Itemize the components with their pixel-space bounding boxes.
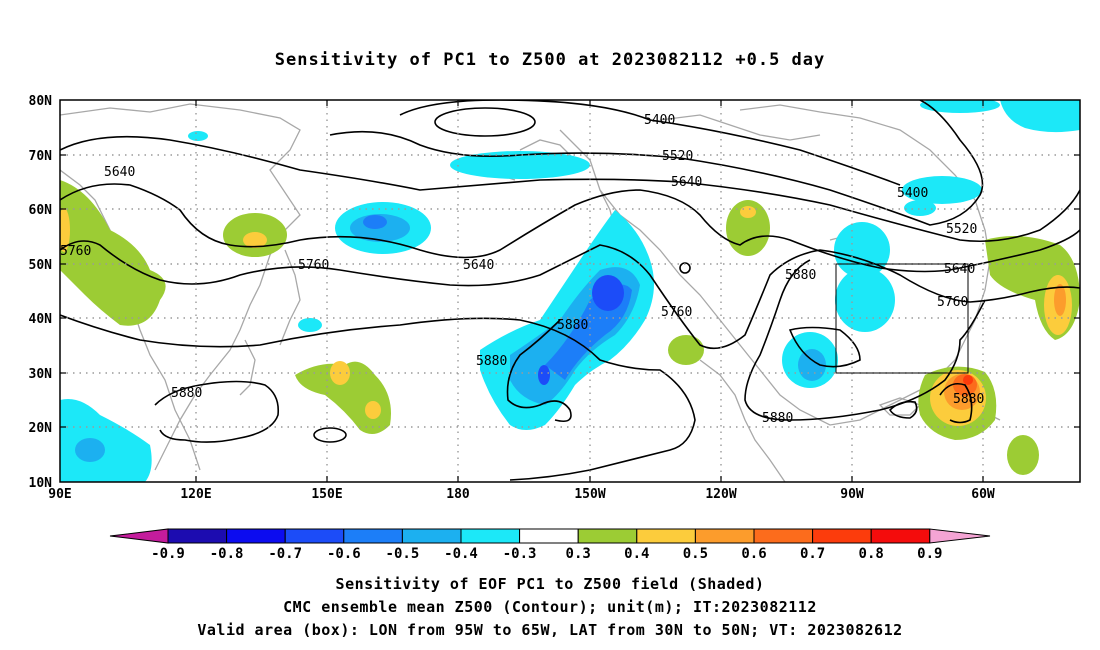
lon-labels: 90E 120E 150E 180 150W 120W 90W 60W [48, 487, 995, 502]
lat-label: 30N [29, 367, 53, 382]
colorbar-tick-label: -0.4 [444, 546, 478, 562]
map-border [59, 99, 1081, 483]
contour-label: 5760 [60, 244, 91, 259]
lon-label: 150E [311, 487, 342, 502]
lat-label: 80N [29, 94, 53, 109]
colorbar-tick-label: -0.7 [268, 546, 302, 562]
colorbar: -0.9 -0.8 -0.7 -0.6 -0.5 -0.4 -0.3 0.3 0.4 0.5 0.6… [109, 528, 991, 562]
contour-label: 5520 [946, 222, 977, 237]
contour-label-group: 5400 5400 5520 5520 5640 5640 5640 5640 … [60, 113, 984, 426]
map-title: Sensitivity of PC1 to Z500 at 2023082112… [274, 50, 826, 70]
lat-labels: 80N 70N 60N 50N 40N 30N 20N 10N [29, 94, 53, 491]
colorbar-tick-label: -0.9 [151, 546, 185, 562]
colorbar-tick-label: 0.5 [683, 546, 708, 562]
lat-label: 70N [29, 149, 53, 164]
colorbar-swatch [343, 528, 403, 544]
contour-label: 5880 [171, 386, 202, 401]
colorbar-left-arrow [109, 528, 169, 544]
lat-label: 20N [29, 421, 53, 436]
colorbar-swatch [694, 528, 755, 544]
map-content: 5400 5400 5520 5520 5640 5640 5640 5640 … [60, 100, 1080, 482]
colorbar-swatch [284, 528, 345, 544]
colorbar-tick-label: 0.6 [741, 546, 766, 562]
contour-label: 5400 [644, 113, 675, 128]
contour-label: 5880 [953, 392, 984, 407]
lon-label: 120E [180, 487, 211, 502]
contour-label: 5640 [104, 165, 135, 180]
lon-label: 120W [705, 487, 736, 502]
lon-label: 180 [446, 487, 470, 502]
contour-label: 5880 [557, 318, 588, 333]
colorbar-tick-label: 0.7 [800, 546, 825, 562]
valid-area-box [835, 263, 969, 374]
colorbar-swatch [519, 528, 579, 544]
colorbar-tick-label: 0.8 [859, 546, 884, 562]
colorbar-tick-label: 0.3 [566, 546, 591, 562]
colorbar-swatch [226, 528, 286, 544]
colorbar-swatch [167, 528, 228, 544]
colorbar-tick-label: -0.6 [327, 546, 361, 562]
colorbar-tick-label: -0.3 [503, 546, 537, 562]
contour-label: 5760 [661, 305, 692, 320]
colorbar-tick-label: 0.4 [624, 546, 649, 562]
lat-label: 40N [29, 312, 53, 327]
lon-label: 90E [48, 487, 71, 502]
lat-label: 10N [29, 476, 53, 491]
colorbar-swatch [812, 528, 872, 544]
contour-label: 5760 [298, 258, 329, 273]
contour-label: 5760 [937, 295, 968, 310]
contour-label: 5520 [662, 149, 693, 164]
caption-line-1: Sensitivity of EOF PC1 to Z500 field (Sh… [335, 575, 765, 593]
colorbar-swatch [753, 528, 814, 544]
contour-label: 5640 [463, 258, 494, 273]
contour-label: 5640 [671, 175, 702, 190]
colorbar-tick-label: -0.5 [386, 546, 420, 562]
contour-label: 5640 [944, 262, 975, 277]
caption-line-2: CMC ensemble mean Z500 (Contour); unit(m… [283, 598, 817, 616]
lon-label: 90W [840, 487, 864, 502]
colorbar-right-arrow [929, 528, 991, 544]
colorbar-swatch [401, 528, 462, 544]
lon-label: 150W [574, 487, 605, 502]
caption-line-3: Valid area (box): LON from 95W to 65W, L… [197, 621, 903, 639]
colorbar-swatch [870, 528, 931, 544]
contour-label: 5880 [476, 354, 507, 369]
colorbar-swatch [577, 528, 638, 544]
contour-label: 5880 [762, 411, 793, 426]
colorbar-tick-label: -0.8 [210, 546, 244, 562]
colorbar-swatch [460, 528, 521, 544]
lat-label: 50N [29, 258, 53, 273]
contour-label: 5400 [897, 186, 928, 201]
colorbar-tick-label: 0.9 [917, 546, 942, 562]
contour-label: 5880 [785, 268, 816, 283]
axis-ticks [60, 100, 1080, 482]
lon-label: 60W [971, 487, 995, 502]
colorbar-swatch [636, 528, 696, 544]
lat-label: 60N [29, 203, 53, 218]
gridlines [60, 100, 1080, 482]
